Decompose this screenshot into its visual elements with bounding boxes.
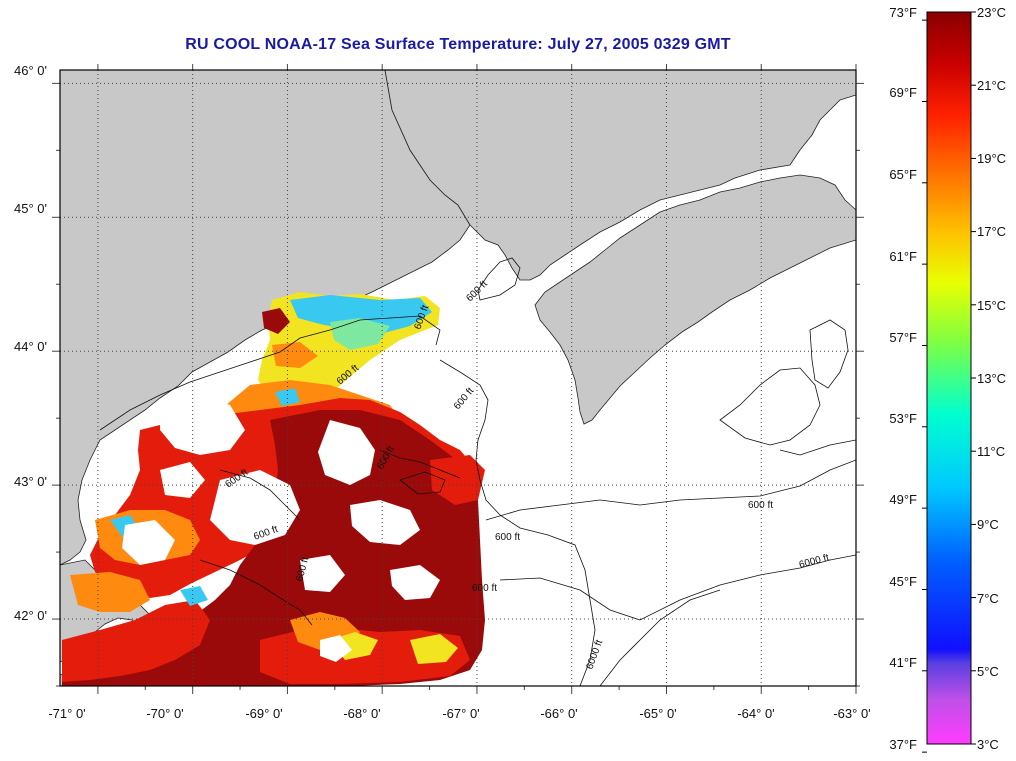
lon-tick-label: -69° 0'	[245, 706, 282, 721]
colorbar-fahrenheit-labels: 73°F 69°F 65°F 61°F 57°F 53°F 49°F 45°F …	[889, 5, 917, 752]
colorbar-c-label: 3°C	[977, 737, 999, 752]
colorbar-f-label: 65°F	[889, 167, 917, 182]
map-title: RU COOL NOAA-17 Sea Surface Temperature:…	[185, 36, 731, 53]
latitude-axis: 46° 0' 45° 0' 44° 0' 43° 0' 42° 0'	[14, 63, 47, 623]
lon-tick-label: -64° 0'	[737, 706, 774, 721]
colorbar-c-label: 17°C	[977, 224, 1006, 239]
colorbar	[926, 11, 972, 745]
colorbar-ticks	[922, 11, 976, 753]
colorbar-f-label: 37°F	[889, 737, 917, 752]
lon-tick-label: -66° 0'	[540, 706, 577, 721]
colorbar-c-label: 23°C	[977, 5, 1006, 20]
colorbar-f-label: 57°F	[889, 330, 917, 345]
lon-tick-label: -65° 0'	[639, 706, 676, 721]
colorbar-c-label: 21°C	[977, 78, 1006, 93]
land-new-brunswick	[384, 70, 856, 281]
colorbar-f-label: 41°F	[889, 655, 917, 670]
lat-tick-label: 44° 0'	[14, 339, 47, 354]
colorbar-f-label: 73°F	[889, 5, 917, 20]
contour-label: 600 ft	[472, 583, 497, 594]
lat-tick-label: 42° 0'	[14, 608, 47, 623]
colorbar-c-label: 7°C	[977, 591, 999, 606]
colorbar-c-label: 15°C	[977, 298, 1006, 313]
contour-label: 600 ft	[748, 500, 773, 511]
colorbar-c-label: 5°C	[977, 664, 999, 679]
lat-tick-label: 43° 0'	[14, 474, 47, 489]
lon-tick-label: -63° 0'	[833, 706, 870, 721]
lon-tick-label: -71° 0'	[48, 706, 85, 721]
colorbar-celsius-labels: 23°C 21°C 19°C 17°C 15°C 13°C 11°C 9°C 7…	[977, 5, 1006, 752]
sst-overlay	[62, 292, 485, 686]
colorbar-f-label: 53°F	[889, 411, 917, 426]
lon-tick-label: -70° 0'	[146, 706, 183, 721]
lon-tick-label: -68° 0'	[343, 706, 380, 721]
bathymetry-contours	[99, 257, 856, 686]
plot-frame	[59, 69, 857, 687]
lon-tick-label: -67° 0'	[442, 706, 479, 721]
lat-tick-label: 46° 0'	[14, 63, 47, 78]
longitude-axis: -71° 0' -70° 0' -69° 0' -68° 0' -67° 0' …	[48, 706, 870, 721]
colorbar-f-label: 61°F	[889, 249, 917, 264]
land-nova-scotia	[534, 174, 856, 425]
contour-label: 600 ft	[495, 532, 520, 543]
lat-tick-label: 45° 0'	[14, 201, 47, 216]
colorbar-c-label: 9°C	[977, 517, 999, 532]
colorbar-f-label: 69°F	[889, 85, 917, 100]
colorbar-c-label: 19°C	[977, 151, 1006, 166]
colorbar-c-label: 11°C	[977, 444, 1005, 459]
colorbar-f-label: 45°F	[889, 574, 917, 589]
colorbar-c-label: 13°C	[977, 371, 1006, 386]
colorbar-f-label: 49°F	[889, 492, 917, 507]
